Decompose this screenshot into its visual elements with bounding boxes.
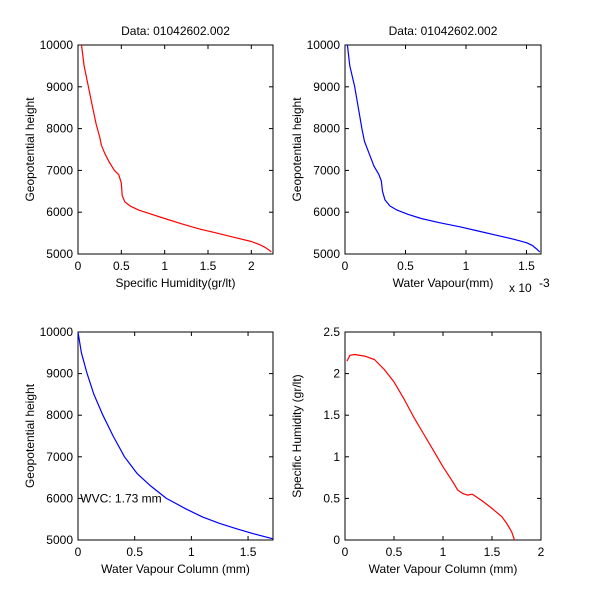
x-tick-label: 1 [440,545,447,559]
x-tick-label: 0.5 [386,545,403,559]
y-tick-label: 2 [333,367,340,381]
y-tick-label: 9000 [46,367,73,381]
y-tick-label: 6000 [46,205,73,219]
y-tick-label: 5000 [46,533,73,547]
y-tick-label: 7000 [46,163,73,177]
x-tick-label: 1.5 [200,259,217,273]
x-axis-label: Specific Humidity(gr/lt) [115,276,235,290]
y-tick-label: 5000 [46,247,73,261]
series-line-2-1 [346,44,541,253]
y-tick-label: 6000 [46,491,73,505]
x-tick-label: 1.5 [518,259,535,273]
y-axis-label: Geopotential height [23,97,37,202]
x-axis-multiplier: x 10 [509,281,532,295]
plot-title: Data: 01042602.002 [389,24,498,38]
plot-frame-2 [344,44,542,255]
y-tick-label: 1 [333,450,340,464]
plot-frame-1 [77,44,274,255]
y-tick-label: 0 [333,533,340,547]
x-axis-label: Water Vapour Column (mm) [369,562,518,576]
x-tick-label: 0 [75,545,82,559]
series-line-4-1 [346,353,516,541]
series-line-1-1 [80,44,272,253]
x-axis-label: Water Vapour(mm) [393,276,494,290]
y-tick-label: 5000 [313,247,340,261]
x-axis-multiplier-exponent: -3 [539,276,550,290]
x-tick-label: 1.5 [484,545,501,559]
x-tick-label: 0.5 [397,259,414,273]
x-tick-label: 1 [188,545,195,559]
plot-title: Data: 01042602.002 [121,24,230,38]
x-tick-label: 0.5 [126,545,143,559]
y-tick-label: 10000 [40,38,74,52]
y-axis-label: Geopotential height [23,383,37,488]
y-tick-label: 10000 [40,325,74,339]
y-tick-label: 7000 [46,450,73,464]
x-tick-label: 2 [538,545,545,559]
y-tick-label: 0.5 [323,491,340,505]
y-tick-label: 9000 [46,80,73,94]
y-axis-label: Specific Humidity (gr/lt) [290,374,304,497]
x-tick-label: 1 [463,259,470,273]
x-tick-label: 0 [342,545,349,559]
y-axis-label: Geopotential height [290,97,304,202]
x-tick-label: 1.5 [240,545,257,559]
x-tick-label: 0.5 [113,259,130,273]
x-tick-label: 1 [161,259,168,273]
y-tick-label: 8000 [313,122,340,136]
y-tick-label: 9000 [313,80,340,94]
x-tick-label: 0 [75,259,82,273]
x-axis-label: Water Vapour Column (mm) [101,562,250,576]
x-tick-label: 0 [342,259,349,273]
y-tick-label: 7000 [313,163,340,177]
plot-frame-3 [77,331,274,541]
y-tick-label: 10000 [307,38,341,52]
y-tick-label: 1.5 [323,408,340,422]
wvc-annotation: WVC: 1.73 mm [80,491,161,505]
y-tick-label: 6000 [313,205,340,219]
y-tick-label: 8000 [46,408,73,422]
y-tick-label: 2.5 [323,325,340,339]
x-tick-label: 2 [248,259,255,273]
series-line-3-1 [77,331,274,540]
y-tick-label: 8000 [46,122,73,136]
